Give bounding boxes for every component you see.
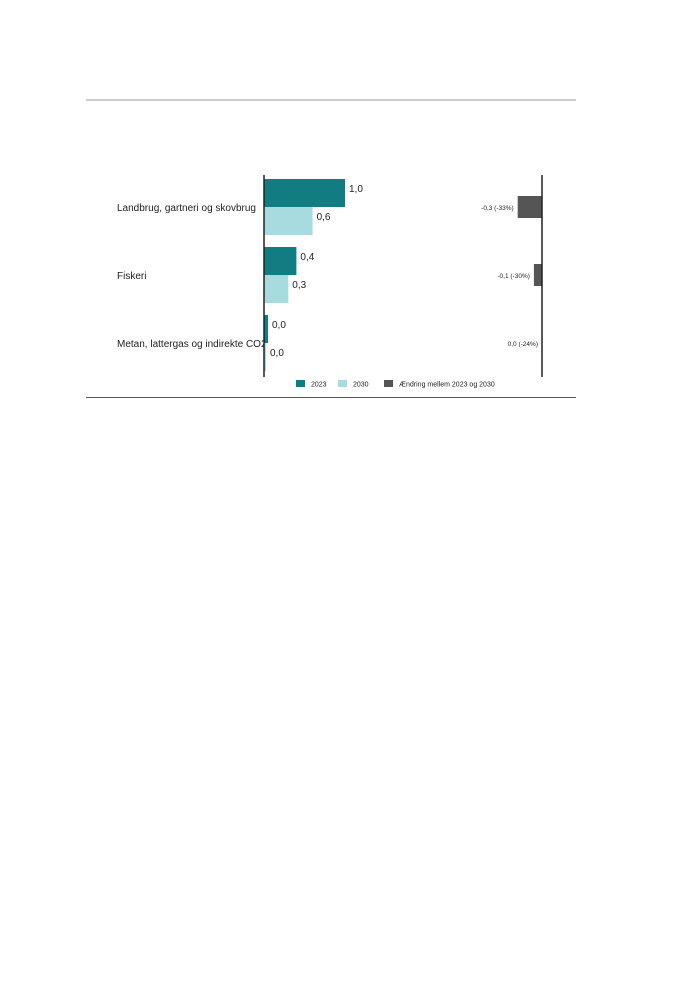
legend-swatch	[338, 380, 347, 387]
legend-swatch	[384, 380, 393, 387]
change-bars: -0,3 (-33%) -0,1 (-30%) 0,0 (-24%)	[481, 196, 542, 348]
bars: 1,0 0,6 0,4 0,3 0,0 0,0	[264, 179, 363, 371]
legend-swatch	[296, 380, 305, 387]
data-label-2023: 0,4	[300, 252, 314, 263]
change-label: -0,3 (-33%)	[481, 205, 514, 212]
bar-2030	[264, 343, 266, 371]
bar-2023	[264, 315, 268, 343]
category-label: Metan, lattergas og indirekte CO2	[117, 339, 267, 350]
bar-2023	[264, 247, 297, 275]
bar-2023	[264, 179, 345, 207]
legend-label: Ændring mellem 2023 og 2030	[399, 382, 495, 389]
legend-label: 2030	[353, 382, 369, 389]
data-label-2023: 1,0	[349, 184, 363, 195]
category-labels: Landbrug, gartneri og skovbrug Fiskeri Met…	[117, 203, 267, 350]
legend: 2023 2030 Ændring mellem 2023 og 2030	[296, 380, 495, 389]
category-label: Landbrug, gartneri og skovbrug	[117, 203, 256, 214]
bar-2030	[264, 275, 289, 303]
legend-label: 2023	[311, 382, 327, 389]
data-label-2030: 0,0	[270, 348, 284, 359]
change-label: -0,1 (-30%)	[497, 273, 530, 280]
change-bar	[517, 196, 542, 218]
bar-2030	[264, 207, 313, 235]
change-bar	[533, 264, 542, 286]
data-label-2030: 0,6	[317, 212, 331, 223]
category-label: Fiskeri	[117, 271, 146, 282]
change-label: 0,0 (-24%)	[508, 341, 538, 348]
data-label-2023: 0,0	[272, 320, 286, 331]
data-label-2030: 0,3	[292, 280, 306, 291]
